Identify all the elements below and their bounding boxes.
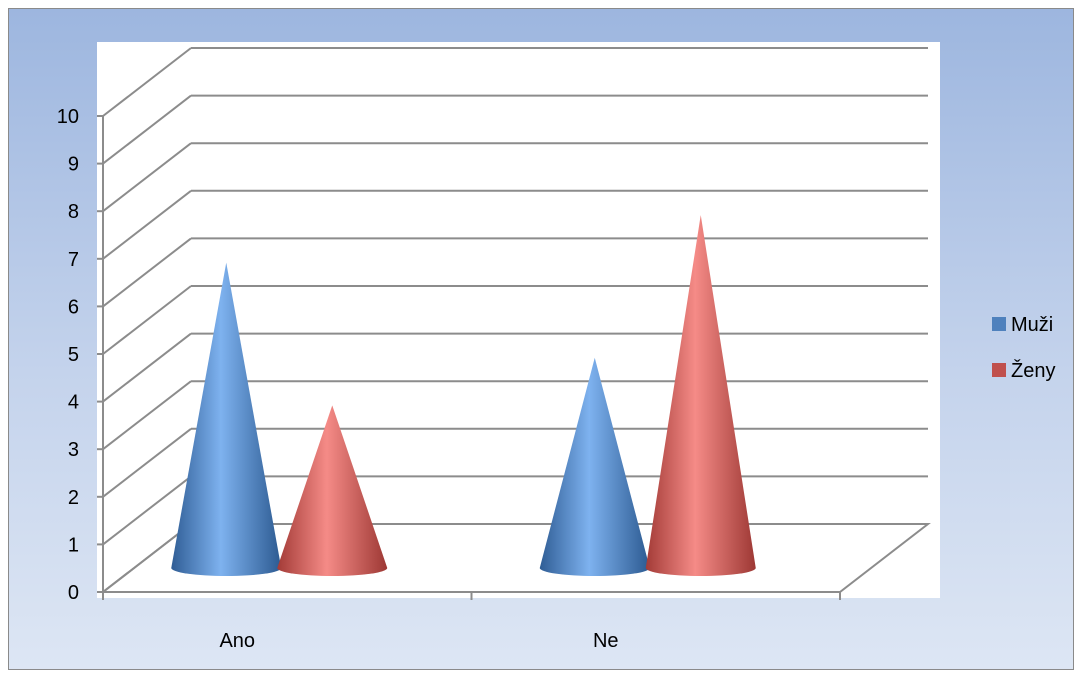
gridline-wall	[102, 285, 192, 355]
legend-label: Ženy	[1011, 359, 1055, 382]
gridline-wall	[102, 94, 192, 165]
gridline-wall	[102, 47, 192, 117]
y-tick-label: 10	[57, 106, 79, 128]
legend-swatch	[992, 317, 1006, 331]
cone-muži-ne	[539, 357, 650, 576]
gridline-wall	[102, 237, 192, 308]
cone-ženy-ne	[645, 215, 756, 576]
gridline-wall	[102, 332, 192, 403]
cone-muži-ano	[171, 262, 282, 576]
gridline-wall	[102, 190, 192, 260]
y-tick-label: 3	[68, 439, 79, 461]
cones	[171, 215, 756, 576]
y-tick-label: 0	[68, 582, 79, 604]
y-tick-label: 2	[68, 487, 79, 509]
y-tick-label: 9	[68, 154, 79, 176]
y-tick-label: 6	[68, 296, 79, 318]
x-category-label: Ano	[219, 630, 255, 652]
axes	[97, 115, 841, 600]
gridline-wall	[102, 475, 192, 546]
gridline-wall	[102, 428, 192, 498]
cone-body	[645, 215, 756, 576]
gridline-wall	[102, 380, 192, 450]
y-tick-label: 4	[68, 392, 79, 414]
x-category-label: Ne	[593, 630, 619, 652]
cone-ženy-ano	[277, 405, 388, 576]
y-tick-label: 7	[68, 249, 79, 271]
labels: 0 1 2 3 4 5 6 7 8 9 10 Ano Ne	[57, 106, 619, 652]
y-tick-label: 5	[68, 344, 79, 366]
y-tick-label: 8	[68, 201, 79, 223]
gridline-wall	[102, 523, 192, 593]
cone-body	[539, 357, 650, 576]
y-tick-label: 1	[68, 534, 79, 556]
cone-body	[171, 262, 282, 576]
legend-label: Muži	[1011, 314, 1053, 336]
legend-swatch	[992, 363, 1006, 377]
cone-body	[277, 405, 388, 576]
legend: Muži Ženy	[992, 314, 1055, 382]
gridline-wall	[102, 142, 192, 212]
